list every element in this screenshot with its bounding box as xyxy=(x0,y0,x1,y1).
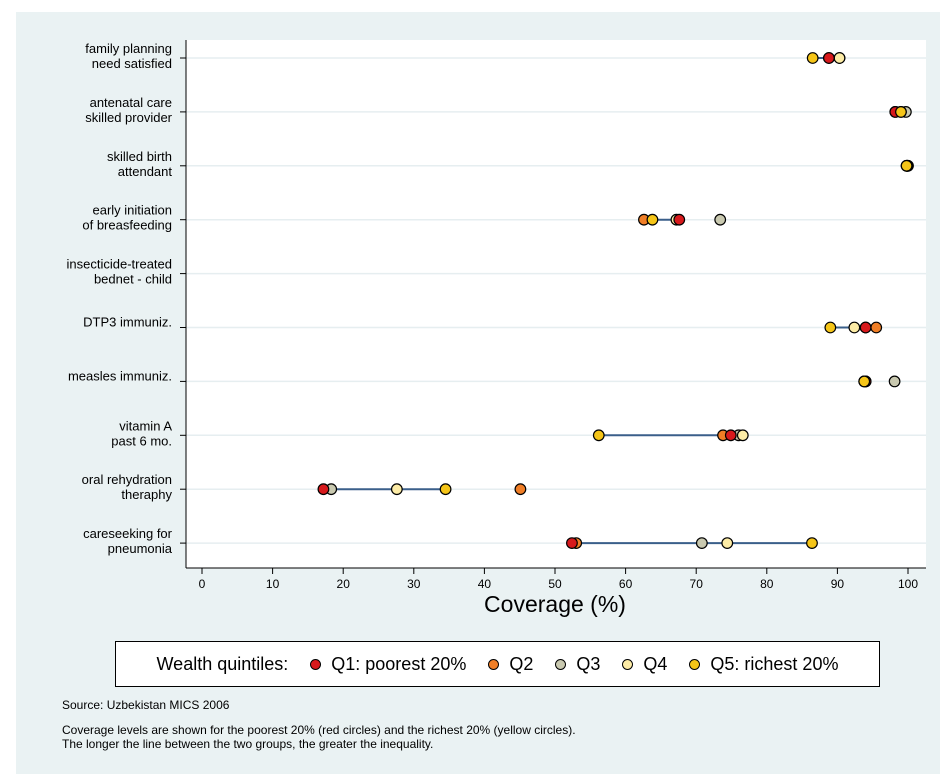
data-point-q5 xyxy=(646,213,659,226)
y-tick-label-line: vitamin A xyxy=(119,418,172,433)
data-point-q5 xyxy=(858,375,871,388)
note-line-2: The longer the line between the two grou… xyxy=(62,737,434,751)
data-point-q5 xyxy=(900,159,913,172)
y-tick-label: family planning need satisfied xyxy=(85,41,172,71)
data-point-q2 xyxy=(870,321,883,334)
y-tick-label-line: skilled provider xyxy=(85,110,172,125)
x-axis-title: Coverage (%) xyxy=(484,591,626,617)
data-point-q1 xyxy=(566,537,578,549)
data-point-q3 xyxy=(714,213,727,226)
data-point-q4 xyxy=(736,429,749,442)
data-point-q1 xyxy=(823,52,835,64)
x-tick-label: 60 xyxy=(619,577,633,591)
source-note: Source: Uzbekistan MICS 2006 xyxy=(62,698,230,712)
data-point-q1 xyxy=(724,429,737,442)
data-point-q1 xyxy=(317,483,330,496)
y-tick-label: skilled birth attendant xyxy=(107,149,172,179)
y-tick-label-line: insecticide-treated xyxy=(67,257,173,272)
q1-swatch-icon xyxy=(310,658,322,670)
legend-label-q4: Q4 xyxy=(643,653,668,674)
legend-item-q2: Q2 xyxy=(488,654,533,675)
q3-swatch-icon xyxy=(555,658,567,670)
legend-label-q3: Q3 xyxy=(576,653,601,674)
legend-item-q4: Q4 xyxy=(622,654,667,675)
x-tick-label: 80 xyxy=(760,577,774,591)
y-tick-label-line: attendant xyxy=(118,164,173,179)
chart-frame: 0 10 20 30 40 50 60 70 80 90 100 family planning nee… xyxy=(16,12,940,774)
legend-title: Wealth quintiles: xyxy=(156,653,289,674)
data-point-q3 xyxy=(695,537,708,549)
x-tick-label: 90 xyxy=(831,577,845,591)
x-tick-label: 50 xyxy=(548,577,562,591)
y-tick-label: antenatal care skilled provider xyxy=(85,95,172,125)
data-point-q5 xyxy=(592,429,605,442)
y-tick-label: DTP3 immuniz. xyxy=(83,315,172,330)
y-tick-label-line: of breasfeeding xyxy=(82,218,172,233)
y-tick-label: careseeking for pneumonia xyxy=(83,526,173,556)
data-point-q5 xyxy=(895,105,907,118)
legend-item-q1: Q1: poorest 20% xyxy=(310,654,466,675)
x-tick-label: 10 xyxy=(266,577,280,591)
y-tick-label-line: oral rehydration xyxy=(82,472,172,487)
y-tick-label-line: past 6 mo. xyxy=(111,433,172,448)
x-tick-label: 20 xyxy=(337,577,351,591)
y-tick-label: oral rehydration theraphy xyxy=(82,472,173,502)
y-tick-label-line: DTP3 immuniz. xyxy=(83,315,172,330)
legend: Wealth quintiles: Q1: poorest 20% Q2 Q3 … xyxy=(115,641,880,687)
y-tick-label-line: antenatal care xyxy=(90,95,172,110)
q4-swatch-icon xyxy=(622,658,634,670)
q2-swatch-icon xyxy=(488,658,500,670)
y-tick-label: insecticide-treated bednet - child xyxy=(67,257,173,287)
y-tick-label-line: early initiation xyxy=(93,203,173,218)
x-tick-label: 30 xyxy=(407,577,421,591)
y-tick-label-line: theraphy xyxy=(121,487,172,502)
data-point-q4 xyxy=(848,321,861,334)
y-tick-label-line: pneumonia xyxy=(108,541,173,556)
y-tick-label: measles immuniz. xyxy=(68,368,172,383)
data-point-q1 xyxy=(859,321,872,334)
data-point-q4 xyxy=(833,52,846,64)
x-tick-label: 40 xyxy=(478,577,492,591)
note-line-1: Coverage levels are shown for the poores… xyxy=(62,723,576,737)
data-point-q4 xyxy=(390,483,403,496)
legend-item-q5: Q5: richest 20% xyxy=(689,654,838,675)
data-point-q2 xyxy=(514,483,527,496)
data-point-q3 xyxy=(888,375,901,388)
x-tick-label: 70 xyxy=(690,577,704,591)
y-tick-label-line: careseeking for xyxy=(83,526,173,541)
data-point-q5 xyxy=(439,483,452,496)
data-point-q4 xyxy=(721,537,734,549)
x-tick-label: 100 xyxy=(898,577,918,591)
q5-swatch-icon xyxy=(689,658,701,670)
data-point-q1 xyxy=(673,213,686,226)
legend-label-q2: Q2 xyxy=(509,653,534,674)
y-tick-label-line: bednet - child xyxy=(94,272,172,287)
data-point-q5 xyxy=(824,321,837,334)
x-tick-label: 0 xyxy=(199,577,206,591)
y-tick-label: early initiation of breasfeeding xyxy=(82,203,172,233)
explanatory-note: Coverage levels are shown for the poores… xyxy=(62,723,576,751)
plot-area xyxy=(186,40,926,568)
legend-item-q3: Q3 xyxy=(555,654,600,675)
y-tick-label-line: need satisfied xyxy=(92,56,172,71)
data-point-q5 xyxy=(806,537,818,549)
y-tick-label-line: skilled birth xyxy=(107,149,172,164)
legend-label-q5: Q5: richest 20% xyxy=(710,653,839,674)
legend-label-q1: Q1: poorest 20% xyxy=(331,653,467,674)
y-tick-label-line: measles immuniz. xyxy=(68,368,172,383)
y-tick-label-line: family planning xyxy=(85,41,172,56)
data-point-q5 xyxy=(806,52,819,64)
dot-plot-chart: 0 10 20 30 40 50 60 70 80 90 100 family planning nee… xyxy=(67,40,926,617)
